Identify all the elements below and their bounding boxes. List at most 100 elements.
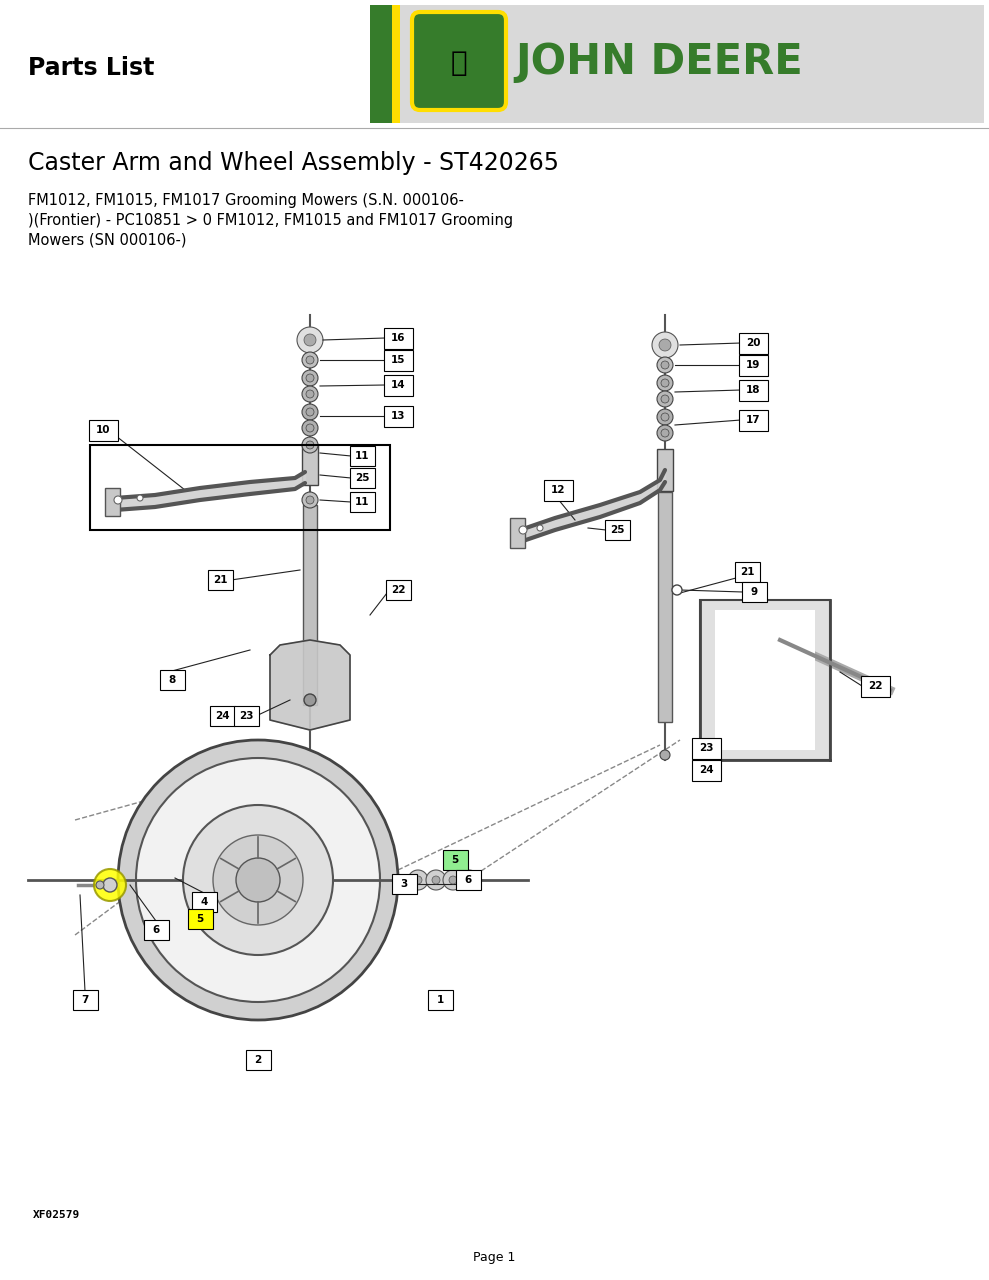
Text: XF02579: XF02579 [33,1210,80,1220]
Circle shape [459,870,479,890]
Circle shape [657,357,673,372]
FancyBboxPatch shape [72,989,98,1010]
Circle shape [137,495,143,500]
Text: 🦌: 🦌 [451,49,468,77]
Text: 4: 4 [201,897,208,908]
Circle shape [661,429,669,436]
Circle shape [652,332,678,358]
Text: Parts List: Parts List [28,56,154,81]
Bar [658,492,672,722]
Text: 9: 9 [751,588,758,596]
FancyBboxPatch shape [188,909,213,929]
Text: 15: 15 [391,355,405,365]
FancyBboxPatch shape [245,1050,271,1070]
Circle shape [236,858,280,902]
Circle shape [213,835,303,925]
Text: 24: 24 [698,765,713,774]
Text: 18: 18 [746,385,761,396]
FancyBboxPatch shape [735,562,760,582]
Circle shape [302,420,318,436]
FancyBboxPatch shape [739,379,767,401]
Circle shape [661,413,669,421]
Bar [90,445,390,530]
Circle shape [306,356,314,364]
Bar [302,445,318,485]
Bar [715,611,815,750]
Circle shape [672,585,682,595]
Text: 22: 22 [391,585,405,595]
FancyBboxPatch shape [412,12,506,110]
Text: 7: 7 [81,995,89,1005]
Text: 24: 24 [215,710,229,721]
Text: 22: 22 [867,681,882,691]
Text: 2: 2 [254,1055,262,1065]
Circle shape [426,870,446,890]
Circle shape [306,408,314,416]
Text: Caster Arm and Wheel Assembly - ST420265: Caster Arm and Wheel Assembly - ST420265 [28,151,559,175]
Bar [392,5,400,123]
Circle shape [297,326,323,353]
Circle shape [449,876,457,884]
Circle shape [304,334,316,346]
Text: 25: 25 [610,525,624,535]
Text: 11: 11 [355,451,369,461]
Text: 23: 23 [699,742,713,753]
Circle shape [408,870,428,890]
Circle shape [114,497,122,504]
FancyBboxPatch shape [739,355,767,375]
Circle shape [306,442,314,449]
Circle shape [660,750,670,760]
Text: 21: 21 [740,567,755,577]
Circle shape [103,878,117,892]
Text: 5: 5 [197,914,204,924]
Polygon shape [270,640,350,730]
FancyBboxPatch shape [88,420,118,440]
FancyBboxPatch shape [349,445,375,466]
Bar [303,506,317,705]
Circle shape [537,525,543,531]
Text: 13: 13 [391,411,405,421]
Circle shape [465,876,473,884]
Circle shape [94,869,126,901]
FancyBboxPatch shape [860,676,889,696]
Circle shape [183,805,333,955]
Text: 1: 1 [436,995,444,1005]
Circle shape [136,758,380,1002]
Text: 19: 19 [746,360,761,370]
FancyBboxPatch shape [392,874,416,893]
Text: 3: 3 [401,879,407,890]
Circle shape [302,404,318,420]
Circle shape [118,740,398,1020]
FancyBboxPatch shape [384,406,412,426]
FancyBboxPatch shape [442,850,468,870]
Text: 11: 11 [355,497,369,507]
Text: 25: 25 [355,474,369,483]
FancyBboxPatch shape [604,520,630,540]
Bar [700,600,830,760]
FancyBboxPatch shape [386,580,410,600]
FancyBboxPatch shape [384,349,412,370]
Text: 17: 17 [746,415,761,425]
FancyBboxPatch shape [739,333,767,353]
Circle shape [661,361,669,369]
Text: 5: 5 [451,855,459,865]
Circle shape [304,694,316,707]
Circle shape [302,387,318,402]
Text: 14: 14 [391,380,405,390]
FancyBboxPatch shape [739,410,767,430]
FancyBboxPatch shape [691,737,721,759]
Circle shape [661,379,669,387]
Circle shape [519,526,527,534]
Circle shape [302,352,318,369]
Circle shape [657,410,673,425]
Circle shape [432,876,440,884]
FancyBboxPatch shape [742,582,766,602]
Circle shape [657,425,673,442]
Bar [657,449,673,492]
Circle shape [96,881,104,890]
Bar [370,5,392,123]
Text: JOHN DEERE: JOHN DEERE [515,41,803,83]
Circle shape [443,870,463,890]
Circle shape [306,424,314,433]
FancyBboxPatch shape [210,707,234,726]
